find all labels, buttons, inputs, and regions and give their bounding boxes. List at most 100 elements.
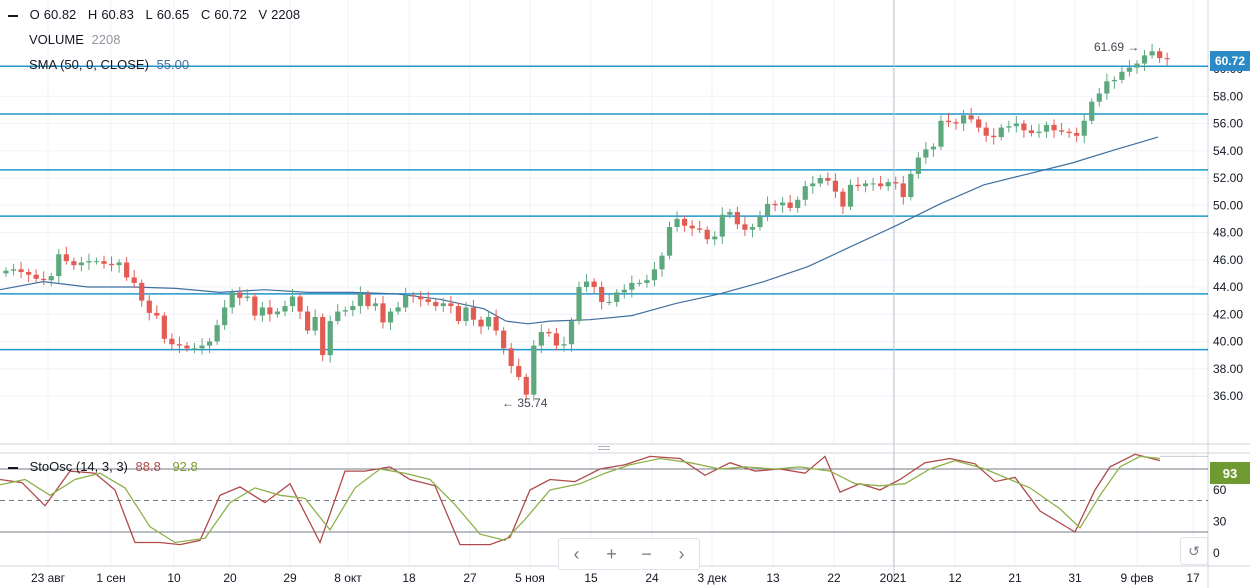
candle-body xyxy=(893,182,899,184)
candle-body xyxy=(463,307,469,322)
time-axis-tick-label: 18 xyxy=(402,571,416,585)
time-axis-tick-label: 22 xyxy=(827,571,841,585)
low-label: L xyxy=(145,7,153,22)
stochastic-label: StoOsc (14, 3, 3) xyxy=(29,459,128,474)
candle-body xyxy=(289,296,296,307)
candle-body xyxy=(508,348,514,367)
collapse-icon[interactable] xyxy=(8,466,18,469)
candle-body xyxy=(719,214,725,237)
candle-body xyxy=(976,119,982,128)
candle-body xyxy=(455,306,461,322)
candle-body xyxy=(697,228,703,230)
candle-body xyxy=(478,319,484,327)
candle-body xyxy=(870,183,876,185)
price-axis-tick-label: 40.00 xyxy=(1213,335,1243,349)
candle-body xyxy=(840,191,846,207)
candle-body xyxy=(817,178,823,184)
candle-body xyxy=(425,299,431,302)
sma-value: 55.00 xyxy=(156,57,190,72)
candle-body xyxy=(1089,101,1095,121)
sma-line xyxy=(0,136,1159,325)
candle-body xyxy=(312,316,318,331)
candle-body xyxy=(1119,71,1125,80)
candle-body xyxy=(403,295,409,308)
candle-body xyxy=(599,287,605,302)
candle-body xyxy=(191,348,198,350)
candle-body xyxy=(71,261,77,266)
candle-body xyxy=(810,183,816,187)
candle-body xyxy=(938,120,944,147)
candle-body xyxy=(485,316,492,327)
candle-body xyxy=(320,316,326,356)
volume-legend[interactable]: VOLUME 2208 xyxy=(29,32,128,47)
chart-navigation-bar: ‹ + − › xyxy=(558,538,700,570)
candle-body xyxy=(780,202,786,206)
candle-body xyxy=(176,344,183,346)
candle-body xyxy=(1111,79,1117,82)
candle-body xyxy=(229,292,235,308)
collapse-icon[interactable] xyxy=(8,14,18,17)
zoom-in-button[interactable]: + xyxy=(606,543,617,564)
time-axis-tick-label: 9 фев xyxy=(1121,571,1154,585)
close-label: C xyxy=(200,7,211,22)
candle-body xyxy=(583,281,590,287)
horizontal-levels xyxy=(0,65,1208,351)
candle-body xyxy=(1134,63,1140,68)
stochastic-legend[interactable]: StoOsc (14, 3, 3) 88.8 92.8 xyxy=(8,459,206,474)
candle-body xyxy=(93,261,100,263)
candle-body xyxy=(644,280,650,283)
candle-body xyxy=(553,333,560,346)
time-axis-tick-label: 12 xyxy=(948,571,962,585)
candle-body xyxy=(493,316,499,331)
candle-body xyxy=(259,307,265,316)
pane-splitter[interactable] xyxy=(598,446,610,452)
candle-body xyxy=(237,292,243,298)
candle-body xyxy=(1051,124,1057,131)
candle-body xyxy=(26,272,32,275)
candle-body xyxy=(297,296,303,312)
candle-body xyxy=(1043,124,1050,132)
candle-body xyxy=(1141,55,1148,64)
candle-body xyxy=(1126,67,1133,72)
candle-body xyxy=(18,269,24,273)
candle-body xyxy=(825,178,831,181)
candle-body xyxy=(56,254,62,277)
candle-body xyxy=(930,146,937,150)
zoom-out-button[interactable]: − xyxy=(641,543,652,564)
time-axis-tick-label: 1 сен xyxy=(96,571,125,585)
stochastic-k-value: 88.8 xyxy=(135,459,161,474)
stochastic-axis-tick-label: 60 xyxy=(1213,483,1227,497)
candle-body xyxy=(659,255,665,270)
volume-short-label: V xyxy=(258,7,268,22)
candle-body xyxy=(154,312,160,316)
candle-body xyxy=(666,227,673,256)
candle-body xyxy=(1036,131,1042,134)
candle-body xyxy=(116,262,122,266)
candle-body xyxy=(1059,130,1065,132)
time-axis-tick-label: 20 xyxy=(223,571,237,585)
scroll-left-button[interactable]: ‹ xyxy=(573,543,580,564)
scroll-right-button[interactable]: › xyxy=(678,543,685,564)
low-value: 60.65 xyxy=(156,7,190,22)
volume-value: 2208 xyxy=(91,32,121,47)
time-axis-tick-label: 2021 xyxy=(880,571,907,585)
reset-chart-button[interactable]: ↺ xyxy=(1180,537,1208,565)
high-value: 60.83 xyxy=(101,7,134,22)
sma-legend[interactable]: SMA (50, 0, CLOSE) 55.00 xyxy=(29,57,197,72)
candle-body xyxy=(342,310,348,312)
ohlc-legend: O 60.82 H 60.83 L 60.65 C 60.72 V 2208 xyxy=(8,7,308,22)
stochastic-axis[interactable]: 60 30 0 xyxy=(1213,483,1227,560)
price-axis-tick-label: 48.00 xyxy=(1213,226,1243,240)
open-value: 60.82 xyxy=(43,7,77,22)
price-axis[interactable]: 36.00 38.00 40.00 42.00 44.00 46.00 48.00 50.00… xyxy=(1213,62,1243,403)
candle-body xyxy=(802,186,808,200)
time-axis-tick-label: 21 xyxy=(1008,571,1022,585)
candle-body xyxy=(629,282,635,290)
candle-body xyxy=(244,296,250,298)
candle-body xyxy=(1164,58,1170,60)
time-axis[interactable]: 23 авг 1 сен 10 20 29 8 окт 18 27 5 ноя 15 24 3 дек… xyxy=(31,571,1200,585)
candle-body xyxy=(267,307,273,315)
candle-body xyxy=(372,303,379,307)
